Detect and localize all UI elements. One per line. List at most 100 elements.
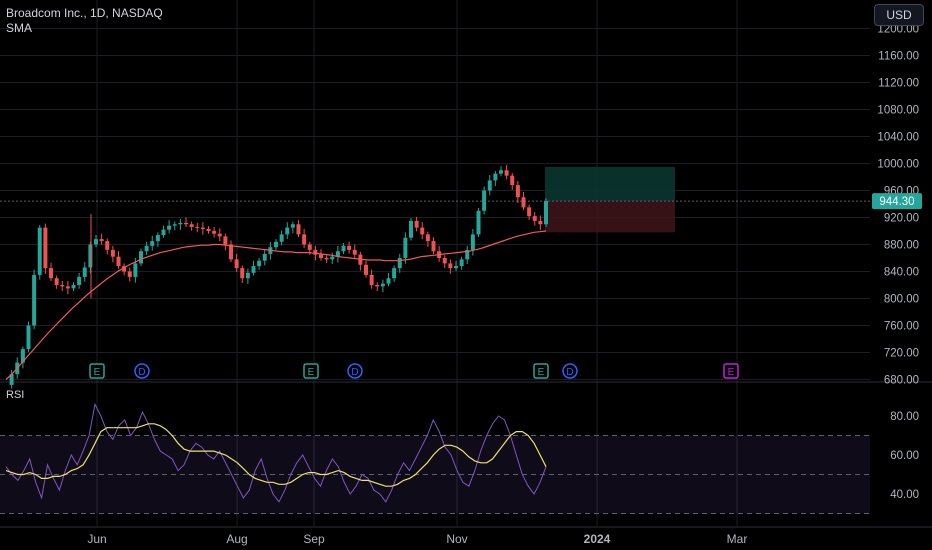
candle-body xyxy=(538,220,543,225)
candle-body xyxy=(290,224,295,228)
candle-body xyxy=(172,224,177,226)
candle-body xyxy=(20,349,25,363)
candle-body xyxy=(515,185,520,198)
candle-body xyxy=(274,241,278,248)
candle-body xyxy=(369,274,374,285)
price-tick-label: 800.00 xyxy=(884,294,919,306)
candle-body xyxy=(105,241,110,250)
candle-body xyxy=(133,263,138,277)
time-tick-label: Sep xyxy=(303,532,325,546)
symbol-title[interactable]: Broadcom Inc., 1D, NASDAQ xyxy=(6,6,163,20)
candle-body xyxy=(392,268,397,279)
candle-body xyxy=(195,226,200,228)
candle-body xyxy=(217,233,222,237)
price-tick-label: 1080.00 xyxy=(877,105,919,117)
dividend-marker xyxy=(562,363,578,379)
candle-body xyxy=(229,244,233,260)
candle-body xyxy=(200,227,205,229)
time-tick-label: Mar xyxy=(727,532,748,546)
candle-body xyxy=(397,258,402,269)
candle-body xyxy=(178,222,183,225)
price-tick-label: 1200.00 xyxy=(877,24,919,36)
candle-body xyxy=(77,276,82,285)
candle-body xyxy=(375,285,380,287)
candle-body xyxy=(206,228,211,231)
candle-body xyxy=(302,234,307,245)
candle-body xyxy=(32,274,37,326)
stop-zone xyxy=(545,201,675,233)
earnings-marker xyxy=(533,363,549,379)
rsi-pane-label[interactable]: RSI xyxy=(6,389,25,401)
current-price-label: 944.30 xyxy=(879,196,914,208)
candle-body xyxy=(476,210,481,235)
event-label: E xyxy=(538,367,545,378)
chart-legend: Broadcom Inc., 1D, NASDAQ SMA xyxy=(6,6,163,36)
candle-body xyxy=(347,245,352,250)
candle-body xyxy=(251,266,256,273)
candle-body xyxy=(442,258,447,264)
price-tick-label: 880.00 xyxy=(884,240,919,252)
candle-body xyxy=(127,271,132,277)
candle-body xyxy=(470,234,475,250)
candle-body xyxy=(65,286,70,289)
candle-body xyxy=(510,175,515,186)
candle-body xyxy=(319,254,323,258)
candle-body xyxy=(99,239,104,242)
candle-body xyxy=(122,266,127,272)
currency-button[interactable]: USD xyxy=(874,4,924,26)
event-label: D xyxy=(351,367,358,378)
candle-body xyxy=(212,231,217,234)
price-tick-label: 1000.00 xyxy=(877,159,919,171)
rsi-line xyxy=(5,402,547,503)
candle-body xyxy=(532,216,537,221)
time-tick-label: 2024 xyxy=(584,532,611,546)
event-label: D xyxy=(566,367,573,378)
candle-body xyxy=(504,170,509,176)
candle-body xyxy=(499,170,503,174)
candle-body xyxy=(71,285,76,289)
candle-body xyxy=(431,241,436,252)
candle-body xyxy=(139,251,143,264)
candle-body xyxy=(9,374,14,385)
price-tick-label: 680.00 xyxy=(884,375,919,387)
candle-body xyxy=(161,229,166,236)
candle-body xyxy=(240,268,245,279)
dividend-marker xyxy=(134,363,150,379)
candle-body xyxy=(341,245,346,252)
candle-body xyxy=(296,224,301,235)
candle-body xyxy=(313,249,318,255)
target-zone xyxy=(545,166,675,202)
candle-body xyxy=(380,283,385,287)
candle-body xyxy=(49,268,53,279)
candle-body xyxy=(184,222,188,225)
event-label: D xyxy=(138,367,145,378)
candle-body xyxy=(364,264,368,275)
time-tick-label: Jun xyxy=(87,532,106,546)
candle-body xyxy=(167,225,172,230)
candle-body xyxy=(82,267,87,277)
price-tick-label: 920.00 xyxy=(884,213,919,225)
candle-body xyxy=(279,234,284,242)
price-tick-label: 1040.00 xyxy=(877,132,919,144)
candle-body xyxy=(245,272,250,279)
candle-body xyxy=(420,227,425,235)
candle-body xyxy=(459,259,464,267)
event-label: E xyxy=(728,367,735,378)
sma-indicator-label[interactable]: SMA xyxy=(6,21,33,35)
price-tick-label: 1160.00 xyxy=(878,51,919,63)
candle-body xyxy=(54,278,59,285)
dividend-marker xyxy=(347,363,363,379)
candle-body xyxy=(94,239,98,245)
price-tick-label: 840.00 xyxy=(884,267,919,279)
candle-body xyxy=(144,245,149,252)
candle-body xyxy=(60,285,65,287)
candle-body xyxy=(425,234,430,242)
candle-body xyxy=(448,263,453,269)
candle-body xyxy=(43,227,48,269)
candle-body xyxy=(37,227,42,275)
earnings-marker xyxy=(89,363,105,379)
price-tick-label: 1120.00 xyxy=(878,78,919,90)
candle-body xyxy=(150,241,155,246)
candle-body xyxy=(352,249,357,255)
